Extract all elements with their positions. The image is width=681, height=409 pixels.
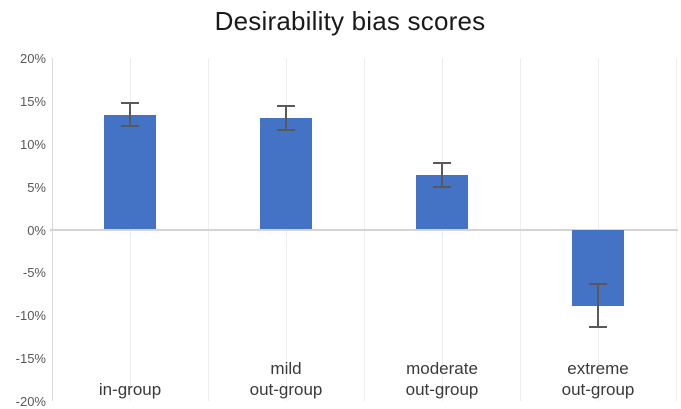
y-tick-label: -5% <box>22 265 46 281</box>
error-bar-cap <box>433 161 451 164</box>
error-bar <box>285 106 287 131</box>
zero-axis-line <box>50 228 678 231</box>
error-bar <box>129 103 131 126</box>
y-tick-label: 0% <box>27 222 46 238</box>
y-tick-label: -10% <box>15 308 46 324</box>
bar-in-group <box>104 114 156 230</box>
y-tick-label: 10% <box>19 136 46 152</box>
y-tick-label: 20% <box>19 51 46 66</box>
error-bar-cap <box>433 185 451 188</box>
chart-title: Desirability bias scores <box>214 6 486 36</box>
y-tick-label: 5% <box>27 179 46 195</box>
error-bar-cap <box>121 124 139 127</box>
error-bar-cap <box>277 105 295 108</box>
y-tick-label: 15% <box>19 93 46 109</box>
error-bar <box>441 162 443 187</box>
error-bar-cap <box>277 129 295 132</box>
error-bar-cap <box>589 326 607 329</box>
x-category-label: mild out-group <box>249 359 323 399</box>
x-category-label: moderate out-group <box>405 359 479 399</box>
y-tick-label: -20% <box>15 394 46 409</box>
y-tick-label: -15% <box>15 351 46 367</box>
bar-mild-out-group <box>260 118 312 230</box>
error-bar-cap <box>589 283 607 286</box>
error-bar-cap <box>121 102 139 105</box>
x-category-label: extreme out-group <box>561 359 635 399</box>
error-bar <box>597 284 599 328</box>
x-category-label: in-group <box>98 380 162 399</box>
